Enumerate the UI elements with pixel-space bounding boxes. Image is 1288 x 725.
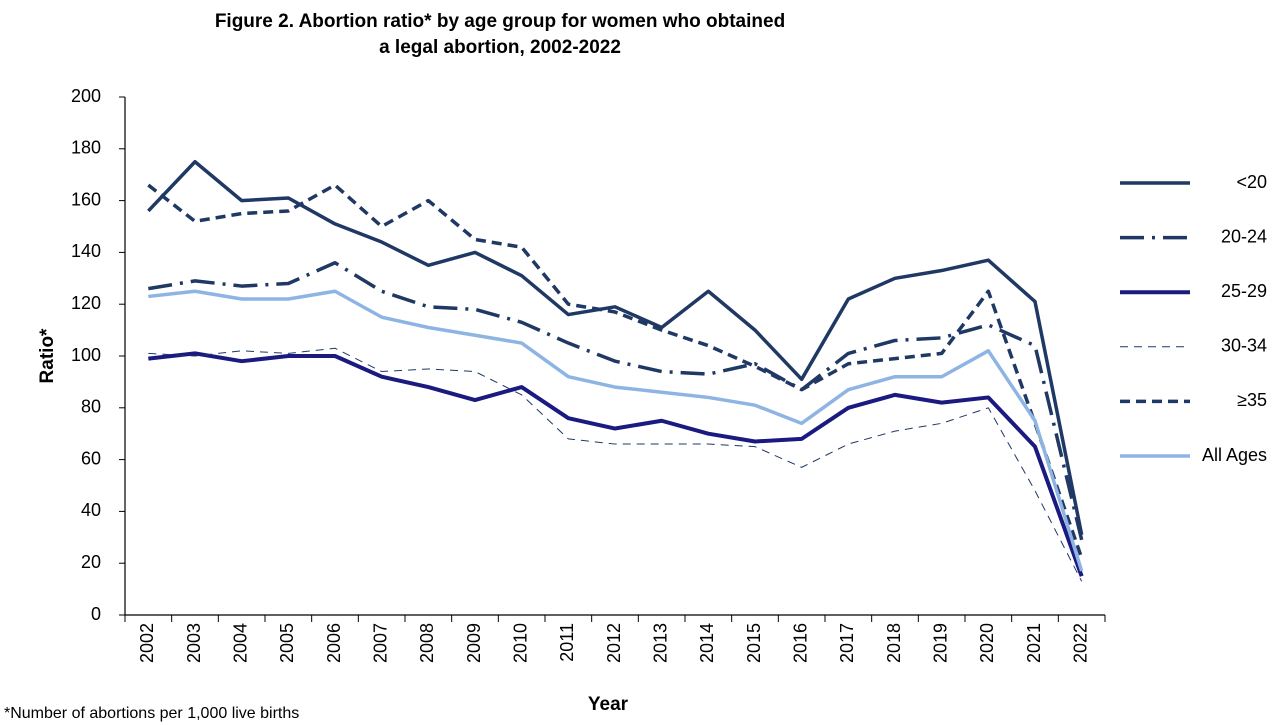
legend-label: All Ages [1202,445,1267,465]
footnote: *Number of abortions per 1,000 live birt… [4,705,299,722]
series-line [147,183,1084,559]
y-tick-label: 160 [71,189,101,209]
x-tick-label: 2006 [324,623,344,663]
x-tick-label: 2008 [417,623,437,663]
y-tick-label: 60 [81,448,101,468]
legend-label: <20 [1236,172,1267,192]
x-tick-label: 2019 [930,623,950,663]
y-axis-label: Ratio* [37,328,58,384]
x-tick-label: 2020 [977,623,997,663]
x-tick-label: 2021 [1024,623,1044,663]
y-tick-label: 80 [81,397,101,417]
x-tick-label: 2017 [837,623,857,663]
series-line [148,351,1084,577]
legend-label: 25-29 [1221,281,1267,301]
y-tick-label: 200 [71,86,101,106]
y-tick-label: 120 [71,293,101,313]
y-tick-label: 100 [71,345,101,365]
x-tick-label: 2014 [697,623,717,663]
x-tick-label: 2010 [510,623,530,663]
x-tick-label: 2009 [464,623,484,663]
x-tick-label: 2002 [137,623,157,663]
series-line [148,261,1084,541]
y-tick-label: 40 [81,500,101,520]
x-tick-label: 2018 [884,623,904,663]
legend-label: 20-24 [1221,226,1267,246]
series-line [148,289,1084,572]
y-tick-label: 20 [81,552,101,572]
x-axis-label: Year [588,694,629,715]
x-tick-label: 2003 [184,623,204,663]
x-tick-label: 2016 [790,623,810,663]
chart-title: a legal abortion, 2002-2022 [379,37,621,58]
y-tick-label: 180 [71,138,101,158]
y-tick-label: 140 [71,241,101,261]
series-line [147,160,1084,536]
legend-label: ≥35 [1237,390,1267,410]
x-tick-label: 2015 [744,623,764,663]
x-tick-label: 2012 [604,623,624,663]
y-tick-label: 0 [91,604,101,624]
x-tick-label: 2007 [370,623,390,663]
chart-title: Figure 2. Abortion ratio* by age group f… [215,11,785,32]
series-line [148,347,1083,582]
x-tick-label: 2005 [277,623,297,663]
x-tick-label: 2011 [557,623,577,662]
x-tick-label: 2004 [230,623,250,663]
x-tick-label: 2013 [650,623,670,663]
x-tick-label: 2022 [1070,623,1090,663]
legend-label: 30-34 [1221,336,1267,356]
